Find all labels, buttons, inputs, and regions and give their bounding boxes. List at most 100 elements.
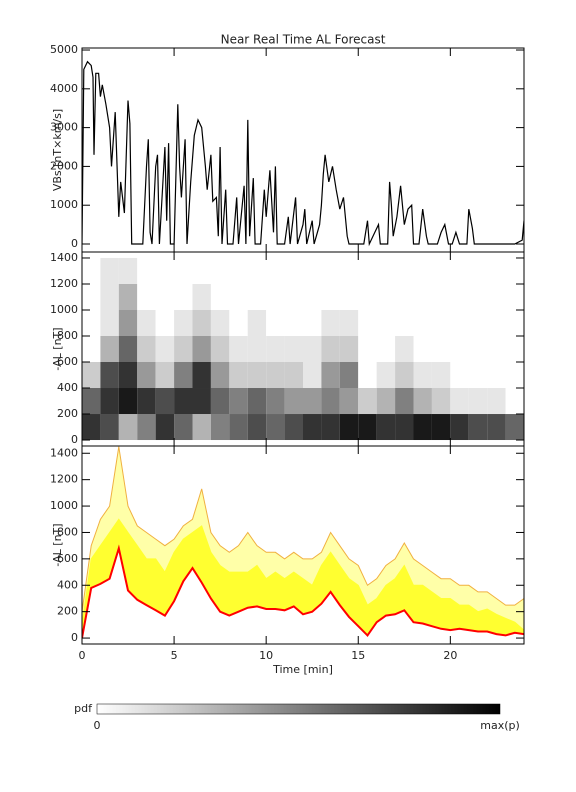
heat-cell — [137, 414, 156, 441]
heat-cell — [358, 414, 377, 441]
heat-cell — [174, 362, 193, 389]
y-axis-label: -AL [nT] — [51, 327, 64, 370]
heat-cell — [431, 257, 451, 284]
heat-cell — [247, 388, 267, 415]
axes-frame — [81, 445, 525, 645]
heat-cell — [468, 309, 488, 336]
heat-cell — [431, 362, 451, 389]
heat-cell — [376, 335, 396, 363]
y-tick-label: 600 — [57, 355, 78, 368]
heat-cell — [395, 283, 414, 310]
heat-cell — [358, 309, 377, 336]
heat-cell — [100, 388, 119, 415]
heat-cell — [155, 335, 175, 363]
heat-cell — [174, 414, 193, 441]
heat-cell — [450, 388, 469, 415]
heat-cell — [487, 309, 506, 336]
heat-cell — [82, 283, 101, 310]
heat-cell — [321, 283, 340, 310]
heat-cell — [192, 257, 211, 284]
heat-cell — [505, 257, 524, 284]
heat-cell — [266, 309, 285, 336]
heat-cell — [229, 335, 248, 363]
heat-cell — [118, 283, 138, 310]
heat-cell — [358, 335, 377, 363]
heat-cell — [487, 388, 506, 415]
heat-cell — [137, 388, 156, 415]
y-tick-label: 1400 — [50, 251, 78, 264]
heat-cell — [413, 335, 432, 363]
y-tick-label: 200 — [57, 605, 78, 618]
colorbar-min: 0 — [94, 719, 101, 732]
heat-cell — [376, 362, 396, 389]
colorbar-label: pdf — [74, 702, 93, 715]
heat-cell — [303, 283, 322, 310]
heat-cell — [155, 388, 175, 415]
heat-cell — [284, 257, 303, 284]
heat-cell — [505, 283, 524, 310]
heat-cell — [192, 335, 211, 363]
heat-cell — [413, 309, 432, 336]
heat-cell — [82, 335, 101, 363]
heat-cell — [247, 362, 267, 389]
y-tick-label: 400 — [57, 578, 78, 591]
x-tick-label: 0 — [79, 649, 86, 662]
heat-cell — [450, 283, 469, 310]
heat-cell — [229, 362, 248, 389]
heat-cell — [82, 388, 101, 415]
heat-cell — [137, 335, 156, 363]
heat-cell — [100, 335, 119, 363]
heat-cell — [155, 309, 175, 336]
heat-cell — [229, 309, 248, 336]
heat-cell — [174, 283, 193, 310]
heat-cell — [321, 309, 340, 336]
chart-title: Near Real Time AL Forecast — [221, 33, 386, 47]
heat-cell — [487, 335, 506, 363]
colorbar — [96, 703, 501, 715]
heat-cell — [358, 283, 377, 310]
heat-cell — [303, 414, 322, 441]
heat-cell — [192, 388, 211, 415]
heat-cell — [468, 335, 488, 363]
heat-cell — [266, 335, 285, 363]
heat-cell — [505, 309, 524, 336]
y-tick-label: 800 — [57, 525, 78, 538]
plot-area — [82, 446, 524, 639]
heat-cell — [505, 414, 524, 441]
heat-cell — [339, 309, 359, 336]
heat-cell — [284, 309, 303, 336]
heat-cell — [450, 335, 469, 363]
heat-cell — [505, 335, 524, 363]
heat-cell — [210, 257, 230, 284]
heat-cell — [413, 414, 432, 441]
heat-cell — [321, 362, 340, 389]
heat-cell — [395, 335, 414, 363]
y-tick-label: 5000 — [50, 43, 78, 56]
heat-cell — [210, 388, 230, 415]
heat-cell — [321, 257, 340, 284]
heat-cell — [395, 257, 414, 284]
heat-cell — [303, 362, 322, 389]
heat-cell — [192, 283, 211, 310]
heat-cell — [210, 309, 230, 336]
x-tick-label: 20 — [443, 649, 457, 662]
heat-cell — [192, 414, 211, 441]
heat-cell — [229, 283, 248, 310]
heat-cell — [303, 388, 322, 415]
heat-cell — [431, 414, 451, 441]
heat-cell — [431, 388, 451, 415]
heat-cell — [155, 257, 175, 284]
heat-cell — [118, 335, 138, 363]
heat-cell — [229, 414, 248, 441]
heat-cell — [505, 362, 524, 389]
heat-cell — [376, 388, 396, 415]
heat-cell — [192, 362, 211, 389]
heat-cell — [118, 362, 138, 389]
heat-cell — [358, 362, 377, 389]
y-tick-label: 0 — [71, 433, 78, 446]
band-line — [82, 518, 524, 631]
heat-cell — [395, 414, 414, 441]
heat-cell — [266, 414, 285, 441]
heat-cell — [137, 309, 156, 336]
heat-cell — [303, 309, 322, 336]
